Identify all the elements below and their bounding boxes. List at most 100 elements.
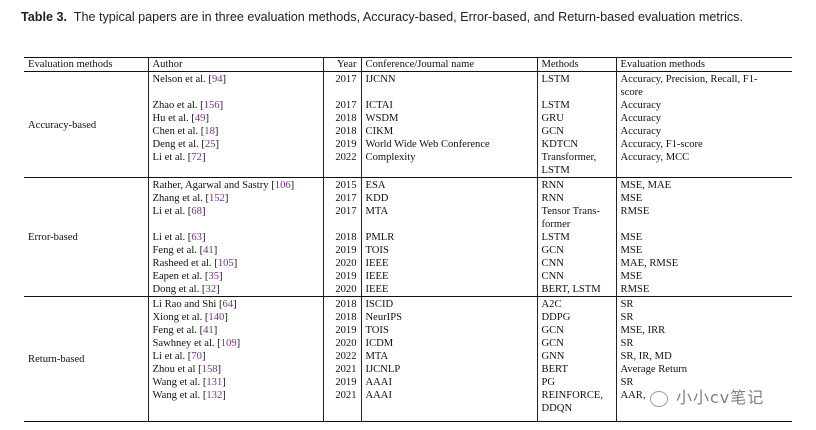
- citation-link[interactable]: 68: [191, 206, 202, 217]
- table-row: Wang et al. [132] 2021 AAAI REINFORCE, DDQN…: [24, 389, 792, 422]
- year-cell: 2015: [323, 177, 362, 192]
- watermark-text: 小小cv笔记: [676, 388, 765, 407]
- venue-cell: ISCID: [361, 296, 538, 311]
- author-name: Sawhney et al.: [152, 338, 215, 349]
- table-row: Zhou et al [158] 2021 IJCNLP BERT Average Re…: [24, 363, 792, 376]
- method-cell: A2C: [537, 296, 617, 311]
- metric-cell: MSE: [620, 271, 643, 282]
- citation-link[interactable]: 131: [206, 377, 223, 388]
- author-cell: Eapen et al. [35]: [148, 270, 324, 283]
- year-cell: 2018: [323, 125, 362, 138]
- citation-link[interactable]: 35: [208, 271, 219, 282]
- author-name: Li Rao and Shi: [152, 299, 217, 310]
- author-cell: Feng et al. [41]: [148, 324, 324, 337]
- year-cell: 2022: [323, 151, 362, 178]
- venue-cell: AAAI: [361, 389, 538, 422]
- citation-link[interactable]: 109: [220, 338, 237, 349]
- year-cell: 2017: [323, 205, 362, 231]
- author-name: Xiong et al.: [152, 312, 203, 323]
- metric-cell: RMSE: [620, 284, 650, 295]
- author-name: Hu et al.: [152, 113, 189, 124]
- citation-link[interactable]: 49: [194, 113, 206, 124]
- citation-link[interactable]: 158: [201, 364, 218, 375]
- table-row: Rasheed et al. [105] 2020 IEEE CNN MAE, RMSE: [24, 257, 792, 270]
- table-row: Li et al. [70] 2022 MTA GNN SR, IR, MD: [24, 350, 792, 363]
- citation-link[interactable]: 25: [204, 139, 216, 150]
- method-cell: GCN: [537, 337, 617, 350]
- author-cell: Zhang et al. [152]: [148, 192, 324, 205]
- venue-cell: Complexity: [361, 151, 538, 178]
- citation-link[interactable]: 106: [274, 180, 291, 191]
- citation-link[interactable]: 152: [209, 193, 225, 204]
- method-cell: GCN: [537, 324, 617, 337]
- method-cell: GCN: [537, 244, 617, 257]
- metric-cell: Accuracy: [620, 113, 662, 124]
- table-row: Hu et al. [49] 2018 WSDM GRU Accuracy: [24, 112, 792, 125]
- citation-link[interactable]: 18: [204, 126, 215, 137]
- venue-cell: ESA: [361, 177, 538, 192]
- header-year: Year: [323, 57, 362, 72]
- header-methods: Methods: [537, 57, 617, 72]
- method-cell: DDPG: [537, 311, 617, 324]
- citation-link[interactable]: 156: [203, 100, 220, 111]
- author-name: Zhou et al: [152, 364, 196, 375]
- author-cell: Li Rao and Shi [64]: [148, 296, 324, 311]
- table-row: Sawhney et al. [109] 2020 ICDM GCN SR: [24, 337, 792, 350]
- year-cell: 2022: [323, 350, 362, 363]
- author-name: Li et al.: [152, 152, 186, 163]
- venue-cell: WSDM: [361, 112, 538, 125]
- venue-cell: PMLR: [361, 231, 538, 244]
- method-cell: GCN: [537, 125, 617, 138]
- author-cell: Li et al. [63]: [148, 231, 324, 244]
- header-evaluation-metrics: Evaluation methods: [620, 59, 705, 70]
- author-name: Rasheed et al.: [152, 258, 212, 269]
- group-label: Return-based: [24, 296, 149, 422]
- citation-link[interactable]: 105: [217, 258, 234, 269]
- citation-link[interactable]: 70: [191, 351, 202, 362]
- table-row: Accuracy-based Nelson et al. [94] 2017 IJCN…: [24, 71, 792, 178]
- citation-link[interactable]: 63: [191, 232, 202, 243]
- metric-cell: AAR,: [620, 390, 646, 401]
- citation-link[interactable]: 94: [211, 74, 223, 85]
- venue-cell: ICDM: [361, 337, 538, 350]
- year-cell: 2019: [323, 138, 362, 151]
- author-cell: Zhao et al. [156]: [148, 99, 324, 112]
- year-cell: 2017: [323, 192, 362, 205]
- venue-cell: ICTAI: [361, 99, 538, 112]
- author-cell: Li et al. [72]: [148, 151, 324, 178]
- table-row: Li et al. [72] 2022 Complexity Transformer,…: [24, 151, 792, 178]
- author-name: Dong et al.: [152, 284, 200, 295]
- citation-link[interactable]: 41: [203, 325, 214, 336]
- method-cell: RNN: [537, 192, 617, 205]
- group-label: Accuracy-based: [24, 71, 149, 178]
- table-row: Dong et al. [32] 2020 IEEE BERT, LSTM RMSE: [24, 283, 792, 297]
- table-row: Error-based Rather, Agarwal and Sastry [1…: [24, 177, 792, 297]
- header-evaluation-methods: Evaluation methods: [24, 57, 149, 72]
- citation-link[interactable]: 64: [222, 299, 234, 310]
- author-name: Feng et al.: [152, 325, 197, 336]
- metric-cell: MSE: [620, 193, 643, 204]
- method-cell: LSTM: [537, 99, 617, 112]
- citation-link[interactable]: 132: [206, 390, 223, 401]
- venue-cell: CIKM: [361, 125, 538, 138]
- venue-cell: IEEE: [361, 270, 538, 283]
- metric-cell: MSE: [620, 232, 643, 243]
- method-cell: GRU: [537, 112, 617, 125]
- metric-cell: Accuracy, F1-score: [620, 139, 703, 150]
- citation-link[interactable]: 32: [205, 284, 217, 295]
- table-row: Eapen et al. [35] 2019 IEEE CNN MSE: [24, 270, 792, 283]
- table-row: Return-based Li Rao and Shi [64] 2018 ISCID…: [24, 296, 792, 422]
- wechat-icon: [650, 390, 668, 407]
- metric-cell: Average Return: [620, 364, 688, 375]
- table-row: Feng et al. [41] 2019 TOIS GCN MSE: [24, 244, 792, 257]
- table-row: Deng et al. [25] 2019 World Wide Web Confe…: [24, 138, 792, 151]
- metric-cell: RMSE: [620, 206, 650, 217]
- table-caption: Table 3. The typical papers are in three…: [21, 10, 743, 24]
- table-row: Li et al. [63] 2018 PMLR LSTM MSE: [24, 231, 792, 244]
- author-name: Chen et al.: [152, 126, 199, 137]
- author-cell: Wang et al. [131]: [148, 376, 324, 389]
- group-error-based: Error-based Rather, Agarwal and Sastry [1…: [24, 177, 792, 297]
- citation-link[interactable]: 140: [208, 312, 225, 323]
- citation-link[interactable]: 72: [191, 152, 202, 163]
- citation-link[interactable]: 41: [203, 245, 214, 256]
